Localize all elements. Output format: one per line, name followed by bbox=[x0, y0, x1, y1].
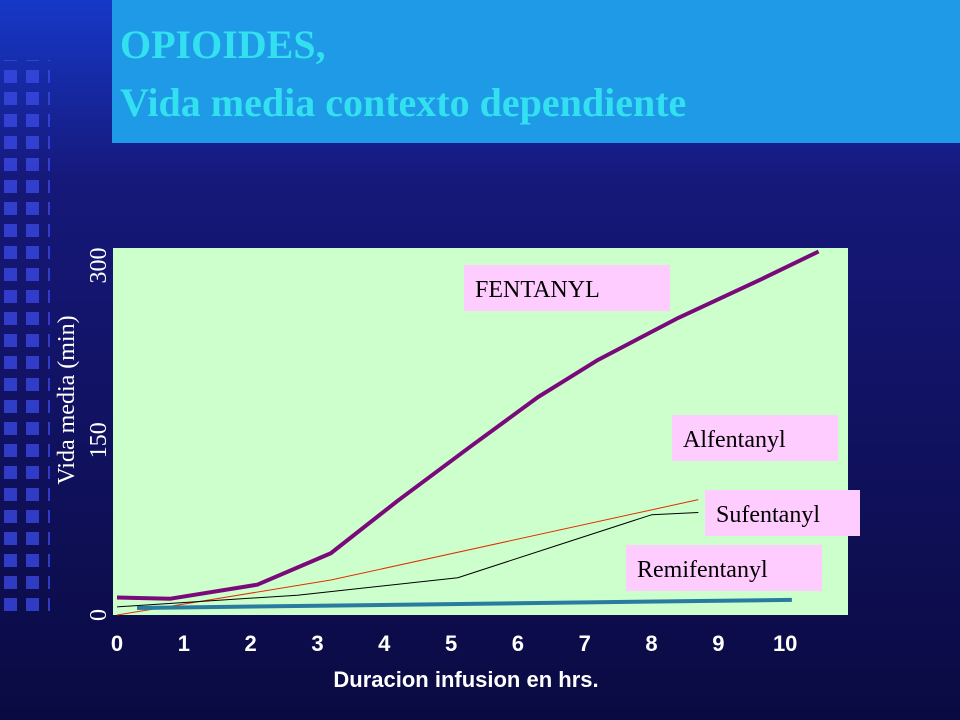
x-tick-label: 3 bbox=[311, 631, 323, 656]
legend-box bbox=[464, 265, 670, 311]
line bbox=[116, 499, 699, 616]
x-axis-label: Duracion infusion en hrs. bbox=[333, 667, 598, 692]
x-tick-label: 6 bbox=[512, 631, 524, 656]
legend-label: Alfentanyl bbox=[683, 427, 786, 453]
x-tick-label: 8 bbox=[645, 631, 657, 656]
legend-label: FENTANYL bbox=[475, 277, 600, 303]
line bbox=[116, 511, 699, 608]
legend-label: Sufentanyl bbox=[716, 502, 820, 528]
title: OPIOIDES, bbox=[120, 22, 326, 67]
legend-label: Remifentanyl bbox=[637, 557, 768, 583]
x-tick-label: 5 bbox=[445, 631, 457, 656]
title-band bbox=[112, 0, 960, 143]
title: Vida media contexto dependiente bbox=[120, 80, 686, 125]
x-tick-label: 0 bbox=[111, 631, 123, 656]
line bbox=[116, 249, 820, 601]
line bbox=[137, 597, 792, 611]
legend-box bbox=[672, 415, 838, 461]
x-tick-label: 2 bbox=[245, 631, 257, 656]
x-tick-label: 9 bbox=[712, 631, 724, 656]
x-tick-label: 1 bbox=[178, 631, 190, 656]
x-tick-label: 4 bbox=[378, 631, 391, 656]
legend-box bbox=[705, 490, 860, 536]
y-tick-label: 0 bbox=[86, 609, 112, 621]
x-tick-label: 7 bbox=[579, 631, 591, 656]
x-tick-label: 10 bbox=[773, 631, 797, 656]
y-tick-label: 150 bbox=[86, 422, 112, 458]
y-axis-label: Vida media (min) bbox=[54, 315, 80, 484]
y-tick-label: 300 bbox=[86, 247, 112, 283]
decoration bbox=[0, 60, 50, 620]
legend-box bbox=[626, 545, 822, 591]
